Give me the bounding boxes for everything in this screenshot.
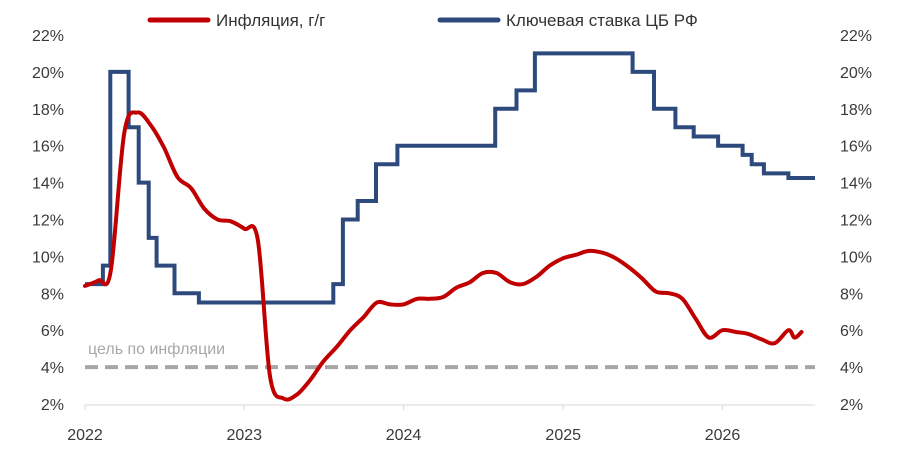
series-inflation-line: [83, 110, 804, 402]
y-left-tick-label: 22%: [32, 28, 64, 45]
x-tick-label: 2022: [67, 427, 103, 444]
y-right-tick-label: 14%: [840, 176, 872, 193]
plot-series: [83, 51, 815, 402]
x-axis: 2022 2023 2024 2025 2026: [67, 404, 815, 444]
y-right-tick-label: 18%: [840, 102, 872, 119]
x-tick-label: 2025: [545, 427, 581, 444]
y-axis-right: 2% 4% 6% 8% 10% 12% 14% 16% 18% 20% 22%: [840, 28, 872, 414]
y-left-tick-label: 6%: [41, 323, 64, 340]
y-left-tick-label: 8%: [41, 286, 64, 303]
y-left-tick-label: 14%: [32, 176, 64, 193]
y-right-tick-label: 20%: [840, 65, 872, 82]
y-left-tick-label: 20%: [32, 65, 64, 82]
y-right-tick-label: 12%: [840, 213, 872, 230]
y-left-tick-label: 16%: [32, 139, 64, 156]
x-tick-label: 2024: [386, 427, 422, 444]
y-axis-left: 2% 4% 6% 8% 10% 12% 14% 16% 18% 20% 22%: [32, 28, 64, 414]
x-tick-label: 2023: [226, 427, 262, 444]
y-left-tick-label: 2%: [41, 397, 64, 414]
legend-label-key-rate: Ключевая ставка ЦБ РФ: [506, 11, 698, 30]
y-right-tick-label: 2%: [840, 397, 863, 414]
y-right-tick-label: 22%: [840, 28, 872, 45]
inflation-target-line: цель по инфляции: [85, 341, 815, 370]
y-right-tick-label: 8%: [840, 286, 863, 303]
y-left-tick-label: 18%: [32, 102, 64, 119]
legend-label-inflation: Инфляция, г/г: [216, 11, 325, 30]
x-tick-label: 2026: [705, 427, 741, 444]
y-right-tick-label: 16%: [840, 139, 872, 156]
target-annotation: цель по инфляции: [88, 341, 225, 358]
y-right-tick-label: 10%: [840, 249, 872, 266]
y-right-tick-label: 6%: [840, 323, 863, 340]
y-left-tick-label: 4%: [41, 360, 64, 377]
y-left-tick-label: 12%: [32, 213, 64, 230]
series-key-rate-line: [85, 51, 815, 305]
y-right-tick-label: 4%: [840, 360, 863, 377]
y-left-tick-label: 10%: [32, 249, 64, 266]
legend: Инфляция, г/г Ключевая ставка ЦБ РФ: [147, 11, 698, 30]
